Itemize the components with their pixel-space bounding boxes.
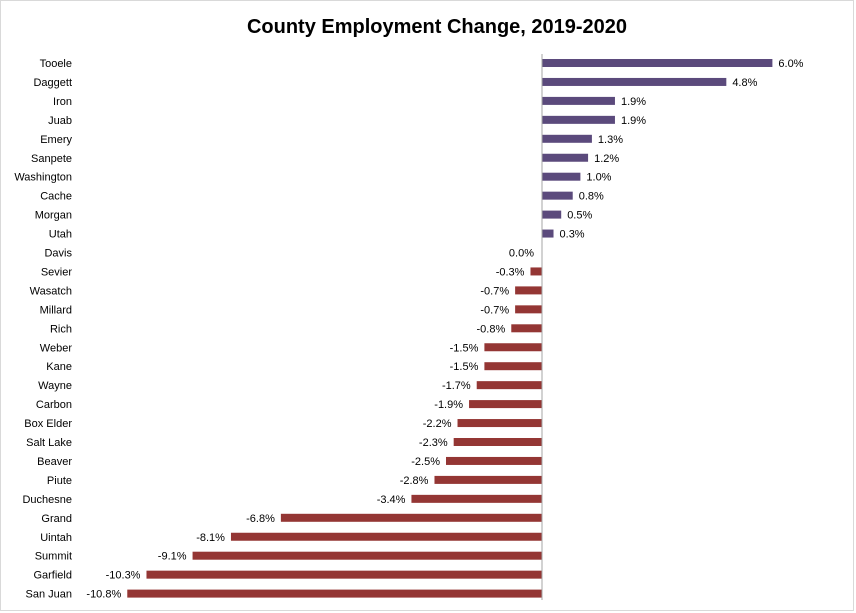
category-label: Juab — [48, 115, 72, 127]
bar — [434, 475, 542, 484]
bar — [515, 286, 542, 295]
bar — [542, 153, 589, 162]
category-label: Piute — [47, 475, 72, 487]
bar — [446, 456, 542, 465]
category-label: Iron — [53, 96, 72, 108]
category-label: Wayne — [38, 380, 72, 392]
bar — [542, 96, 615, 105]
data-label: -2.8% — [400, 475, 429, 487]
category-label: Uintah — [40, 532, 72, 544]
bar — [453, 438, 542, 446]
category-label: Utah — [49, 229, 72, 241]
bar — [280, 513, 542, 522]
bar — [146, 570, 543, 579]
data-label: -0.7% — [480, 285, 509, 297]
data-label: -1.5% — [450, 342, 479, 354]
category-label: Daggett — [33, 77, 72, 89]
category-label: Garfield — [33, 570, 72, 582]
data-label: 1.3% — [598, 134, 623, 146]
chart-title: County Employment Change, 2019-2020 — [246, 16, 628, 38]
bar — [542, 210, 562, 219]
bar — [457, 419, 542, 428]
data-label: -2.3% — [419, 437, 448, 449]
category-label: Rich — [50, 323, 72, 335]
data-label: 0.3% — [560, 229, 585, 241]
bar — [542, 77, 727, 86]
bar — [542, 172, 581, 181]
bar — [476, 381, 542, 390]
data-label: -10.3% — [106, 570, 141, 582]
data-label: -0.8% — [477, 323, 506, 335]
category-label: Box Elder — [24, 418, 72, 430]
category-label: Sevier — [41, 266, 73, 278]
data-label: -8.1% — [196, 532, 225, 544]
category-label: Millard — [40, 304, 72, 316]
bar — [530, 267, 542, 276]
bar — [542, 229, 554, 238]
category-label: Emery — [40, 134, 72, 146]
data-label: -2.2% — [423, 418, 452, 430]
category-label: San Juan — [26, 589, 72, 601]
data-label: -10.8% — [86, 589, 121, 601]
category-label: Weber — [40, 342, 73, 354]
data-label: 6.0% — [778, 58, 803, 70]
data-label: -1.9% — [434, 399, 463, 411]
category-label: Grand — [41, 513, 72, 525]
data-label: 1.9% — [621, 115, 646, 127]
category-label: Duchesne — [22, 494, 72, 506]
category-label: Summit — [35, 551, 72, 563]
bar — [469, 400, 542, 409]
data-label: 0.5% — [567, 210, 592, 222]
bar — [411, 494, 542, 503]
data-label: -6.8% — [246, 513, 275, 525]
category-label: Kane — [46, 361, 72, 373]
bar — [127, 589, 542, 598]
category-label: Morgan — [35, 210, 72, 222]
data-label: 1.0% — [586, 172, 611, 184]
data-label: -2.5% — [411, 456, 440, 468]
category-label: Davis — [44, 248, 72, 260]
bar — [542, 115, 615, 124]
data-label: -0.3% — [496, 266, 525, 278]
data-label: 1.2% — [594, 153, 619, 165]
data-label: 0.8% — [579, 191, 604, 203]
bar — [192, 551, 542, 560]
category-label: Salt Lake — [26, 437, 72, 449]
data-label: -3.4% — [377, 494, 406, 506]
bar — [515, 305, 542, 314]
bar — [484, 362, 542, 371]
data-label: -1.7% — [442, 380, 471, 392]
bar — [542, 59, 773, 67]
bar — [511, 324, 542, 333]
category-label: Beaver — [37, 456, 72, 468]
bar — [542, 134, 592, 143]
bar — [542, 191, 573, 200]
data-label: -9.1% — [158, 551, 187, 563]
data-label: -0.7% — [480, 304, 509, 316]
data-label: 1.9% — [621, 96, 646, 108]
category-label: Carbon — [36, 399, 72, 411]
bar — [484, 343, 542, 352]
category-label: Washington — [14, 172, 72, 184]
data-label: -1.5% — [450, 361, 479, 373]
bar — [230, 532, 542, 541]
category-label: Tooele — [40, 58, 72, 70]
data-label: 4.8% — [732, 77, 757, 89]
category-label: Sanpete — [31, 153, 72, 165]
data-label: 0.0% — [509, 248, 534, 260]
category-label: Wasatch — [30, 285, 72, 297]
category-label: Cache — [40, 191, 72, 203]
